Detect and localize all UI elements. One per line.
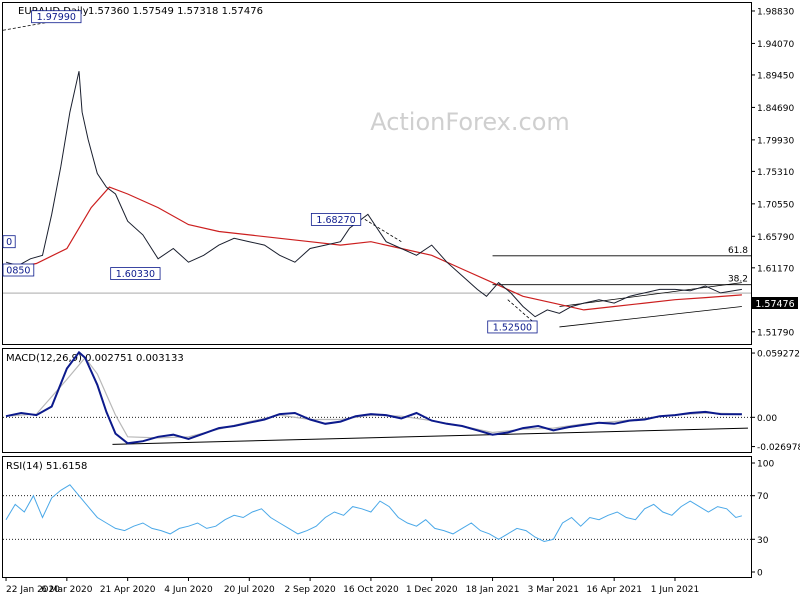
channel-lower-line [559,306,742,328]
rsi-layer [3,484,751,543]
price-annotation-label: 1.60330 [116,269,155,280]
price-annotation-box [487,320,538,334]
price-y-tick-label: 1.94070 [757,40,794,50]
rsi-y-tick-label: 100 [757,460,774,470]
price-annotation-box [2,263,35,277]
macd-line [5,350,742,445]
price-panel-frame [2,2,752,345]
rsi-line [5,484,743,543]
x-tick-label: 4 Jun 2020 [164,585,213,595]
channel-upper-line [559,282,742,307]
dashed-connector [364,219,402,243]
x-tick-label: 6 Mar 2020 [41,585,93,595]
price-annotation-label: 0850 [6,266,30,277]
macd-y-tick-label: 0.059272 [757,350,800,360]
price-y-tick-label: 1.75310 [757,168,794,178]
x-tick-label: 18 Jan 2021 [466,585,520,595]
price-y-tick-label: 1.89450 [757,71,794,81]
x-tick-label: 1 Jun 2021 [651,585,699,595]
moving-average-line [5,186,742,311]
current-price-tag: 1.57476 [752,297,798,310]
x-tick-label: 22 Jan 2020 [6,585,60,595]
price-y-tick-label: 1.51790 [757,328,794,338]
dashed-connector [507,299,536,324]
rsi-y-tick-label: 70 [757,492,769,502]
macd-trend-line [112,427,748,445]
x-tick-label: 3 Mar 2021 [528,585,579,595]
fib-level-label: 61.8 [728,246,748,256]
rsi-indicator-label: RSI(14) 51.6158 [6,461,87,472]
price-y-tick-label: 1.98830 [757,7,794,17]
current-price-label: 1.57476 [755,299,794,310]
price-y-tick-label: 1.61170 [757,264,794,274]
price-y-tick-label: 1.65790 [757,233,794,243]
fib-level-label: 38.2 [728,275,748,285]
price-annotation-box [310,212,362,226]
macd-y-tick-label: 0.00 [757,414,777,424]
macd-layer [3,350,751,445]
x-tick-label: 1 Dec 2020 [406,585,458,595]
x-tick-label: 2 Sep 2020 [284,585,336,595]
price-layer: 61.8 38.2 1.97990 1.60330 1.68270 1.52500 0 085… [2,10,751,334]
x-tick-label: 16 Apr 2021 [586,585,642,595]
price-y-tick-label: 1.79930 [757,136,794,146]
x-tick-label: 16 Oct 2020 [343,585,399,595]
rsi-panel-frame [2,456,752,578]
axis-layer: 1.98830 1.94070 1.89450 1.84690 1.79930 1.753… [5,7,800,595]
macd-panel-frame [2,348,752,453]
x-tick-label: 20 Jul 2020 [224,585,275,595]
price-annotation-label: 1.68270 [316,215,355,226]
price-y-tick-label: 1.70550 [757,200,794,210]
price-annotation-box [2,235,16,249]
macd-indicator-label: MACD(12,26,9) 0.002751 0.003133 [6,353,184,364]
price-annotation-label: 1.52500 [493,322,532,333]
rsi-y-tick-label: 0 [757,569,763,579]
macd-y-tick-label: -0.026978 [757,443,800,453]
price-annotation-box [31,10,82,24]
price-annotation-label: 0 [6,237,12,248]
rsi-y-tick-label: 30 [757,536,769,546]
price-annotation-label: 1.97990 [37,12,76,23]
watermark: ActionForex.com [370,108,570,136]
ohlc-values: 1.57360 1.57549 1.57318 1.57476 [88,6,263,17]
dashed-connector [2,16,80,31]
x-tick-label: 21 Apr 2020 [100,585,156,595]
price-y-tick-label: 1.84690 [757,104,794,114]
price-annotation-box [110,267,161,280]
